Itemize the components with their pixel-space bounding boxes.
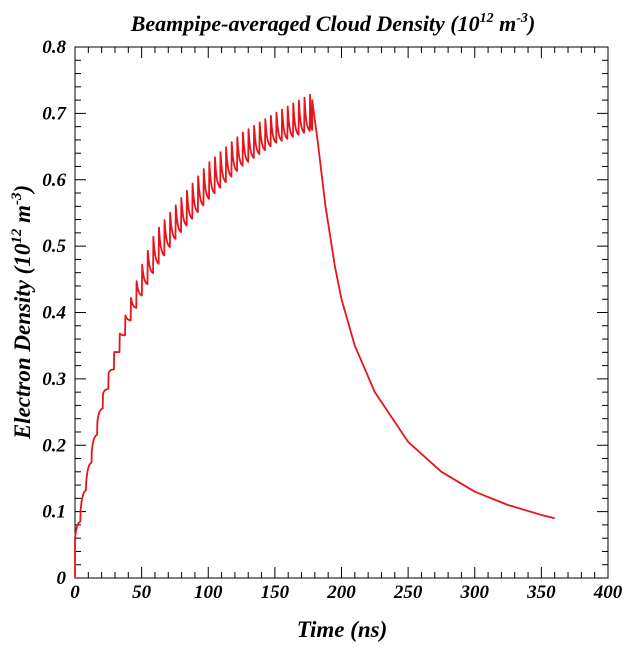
y-tick-label: 0.5 xyxy=(42,236,66,257)
y-axis-label: Electron Density (1012 m-3) xyxy=(9,185,35,440)
x-tick-label: 300 xyxy=(460,582,490,603)
x-tick-label: 50 xyxy=(132,582,152,603)
chart-title: Beampipe-averaged Cloud Density (1012 m-… xyxy=(130,11,536,36)
x-tick-labels: 0 50 100 150 200 250 300 350 400 xyxy=(70,582,623,603)
x-tick-label: 350 xyxy=(526,582,556,603)
y-tick-label: 0 xyxy=(57,568,67,589)
x-tick-label: 400 xyxy=(593,582,623,603)
y-tick-label: 0.2 xyxy=(42,435,66,456)
series-line xyxy=(74,93,555,578)
x-tick-label: 150 xyxy=(261,582,290,603)
y-tick-labels: 0 0.1 0.2 0.3 0.4 0.5 0.6 0.7 0.8 xyxy=(42,37,67,589)
y-tick-label: 0.7 xyxy=(42,103,67,124)
x-tick-label: 100 xyxy=(194,582,223,603)
x-axis-label: Time (ns) xyxy=(297,617,388,642)
x-tick-label: 0 xyxy=(70,582,80,603)
x-tick-label: 200 xyxy=(326,582,356,603)
axis-ticks xyxy=(74,46,609,579)
plot-frame xyxy=(74,46,609,579)
y-tick-label: 0.3 xyxy=(42,369,66,390)
y-tick-label: 0.8 xyxy=(42,37,66,58)
y-tick-label: 0.6 xyxy=(42,170,66,191)
x-tick-label: 250 xyxy=(393,582,423,603)
y-tick-label: 0.4 xyxy=(42,303,66,324)
y-tick-label: 0.1 xyxy=(42,502,66,523)
